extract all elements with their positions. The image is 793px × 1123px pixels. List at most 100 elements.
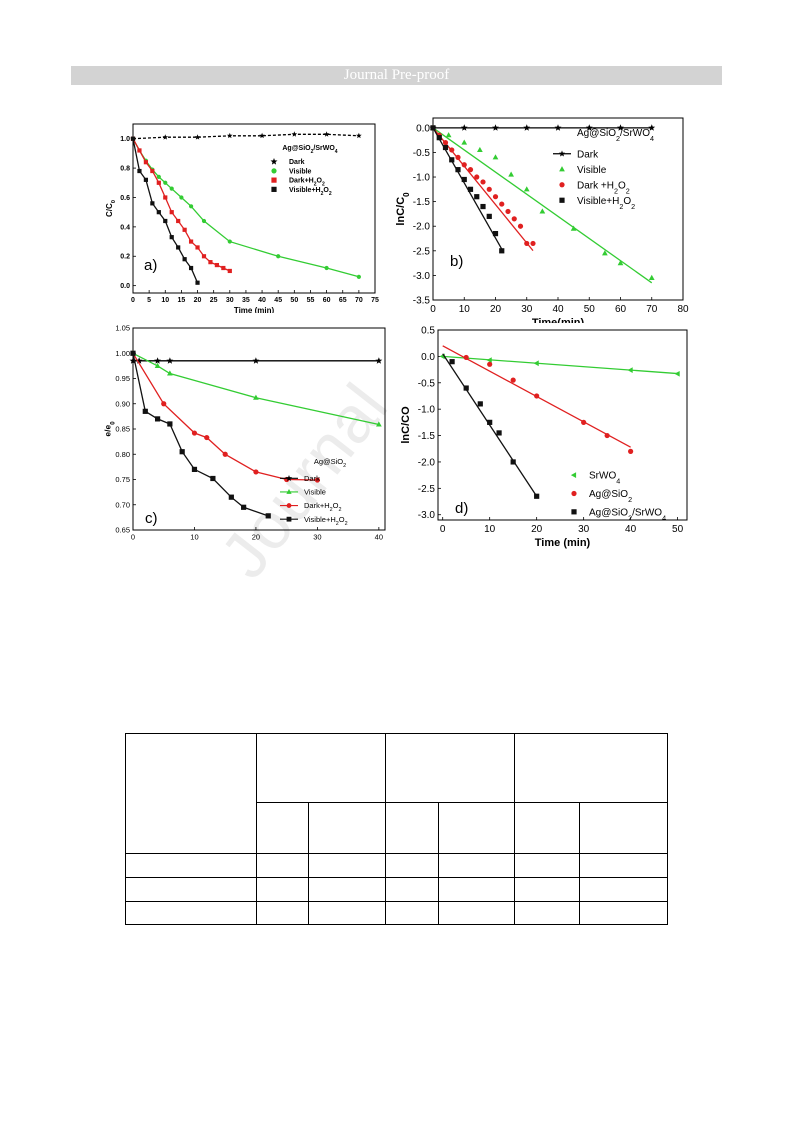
- data-point: [163, 218, 168, 224]
- legend-label: Dark: [289, 159, 305, 166]
- legend-label: Visible: [304, 488, 326, 497]
- table-cell: [308, 901, 386, 925]
- legend-label: Visible: [577, 165, 607, 176]
- data-point: [534, 493, 540, 499]
- x-tick-label: 40: [625, 524, 637, 535]
- data-point: [291, 131, 298, 137]
- data-point: [461, 139, 468, 145]
- chart-svg-d: 0 10 20 30 40 50 0.5 0.0 -0.5 -1.0 -1.5 -2.0 -2.5 -3.…: [400, 326, 688, 549]
- x-tick-label: 10: [190, 533, 198, 541]
- data-point: [461, 176, 467, 183]
- data-point: [449, 157, 455, 163]
- x-tick-label: 45: [274, 297, 282, 304]
- table-cell: [256, 853, 309, 878]
- chart-svg-b: 0 10 20 30 40 50 60 70 80 0.0 -0.5 -1.0 -1.5 -2.0 -2.5…: [395, 117, 689, 329]
- data-point: [323, 131, 330, 137]
- data-point: [539, 208, 546, 214]
- y-tick-label: 0.75: [115, 475, 130, 484]
- data-point: [523, 124, 531, 131]
- data-point: [137, 148, 142, 153]
- data-point: [499, 201, 505, 207]
- x-tick-label: 0: [131, 533, 135, 541]
- legend-item: Dark+H2O2: [280, 501, 341, 513]
- data-point: [169, 235, 174, 240]
- data-point: [571, 509, 577, 515]
- y-tick-label: 1.00: [115, 349, 130, 358]
- data-point: [163, 180, 168, 185]
- table-subheader-cell: [514, 802, 580, 854]
- data-point: [463, 354, 469, 361]
- data-point: [524, 240, 530, 247]
- y-tick-label: 0.0: [421, 352, 435, 363]
- data-point: [486, 213, 492, 219]
- data-point: [285, 475, 293, 481]
- data-point: [467, 186, 474, 192]
- data-point: [533, 360, 539, 367]
- data-point: [150, 201, 155, 206]
- empty-table: [125, 733, 668, 925]
- data-point: [142, 408, 148, 414]
- data-point: [270, 158, 278, 165]
- legend-item: Dark+H2O2: [271, 177, 325, 188]
- data-point: [460, 124, 468, 131]
- data-point: [286, 516, 292, 522]
- panel-label: d): [455, 500, 468, 517]
- data-point: [179, 195, 184, 200]
- legend-label: Dark+H2O2: [289, 178, 325, 188]
- data-point: [129, 357, 137, 364]
- x-tick-label: 40: [552, 304, 564, 315]
- data-point: [169, 186, 174, 191]
- fit-line: [432, 127, 534, 252]
- y-tick-label: 0.70: [115, 500, 130, 509]
- data-point: [167, 370, 173, 376]
- data-point: [474, 194, 480, 200]
- legend-title: Ag@SiO2/SrWO4: [282, 145, 337, 155]
- data-point: [559, 182, 565, 188]
- data-point: [627, 367, 633, 373]
- x-axis-label: Time (min): [234, 306, 275, 313]
- table-cell: [579, 901, 668, 925]
- data-point: [227, 239, 232, 244]
- series-1: [130, 136, 361, 279]
- series-2: [430, 125, 536, 252]
- panel-label: b): [450, 253, 463, 270]
- data-point: [510, 459, 516, 465]
- data-point: [265, 513, 271, 519]
- fit-line: [442, 353, 538, 497]
- data-point: [188, 204, 194, 209]
- data-point: [559, 197, 565, 203]
- table-subheader-cell: [308, 802, 386, 854]
- data-point: [222, 451, 228, 457]
- legend-item: Visible+H2O2: [280, 515, 348, 527]
- data-point: [276, 254, 281, 259]
- x-tick-label: 65: [339, 297, 347, 304]
- data-point: [143, 160, 149, 165]
- x-tick-label: 50: [584, 304, 596, 315]
- plot-frame: [432, 117, 684, 301]
- series-line: [132, 352, 380, 426]
- y-tick-label: 0.4: [120, 224, 130, 231]
- x-tick-label: 20: [194, 297, 202, 304]
- data-point: [286, 503, 292, 508]
- data-point: [154, 416, 161, 422]
- legend-label: Visible+H2O2: [577, 196, 635, 211]
- chart-panel-d: 0 10 20 30 40 50 0.5 0.0 -0.5 -1.0 -1.5 -2.0 -2.5 -3.…: [395, 320, 695, 560]
- legend-item: Dark: [280, 474, 320, 483]
- x-tick-label: 30: [313, 533, 321, 541]
- legend-label: Dark: [304, 474, 320, 483]
- data-point: [487, 361, 493, 367]
- data-point: [375, 357, 383, 364]
- data-point: [214, 262, 219, 268]
- y-tick-label: 0.2: [120, 254, 130, 261]
- data-point: [204, 434, 210, 441]
- data-point: [195, 245, 200, 250]
- table-subheader-cell: [256, 802, 309, 854]
- data-point: [604, 432, 610, 439]
- data-point: [499, 248, 505, 254]
- data-point: [486, 186, 492, 192]
- table-cell: [256, 901, 309, 925]
- x-tick-label: 80: [677, 304, 689, 315]
- data-point: [271, 168, 277, 174]
- x-tick-label: 0: [131, 297, 135, 304]
- series-0: [439, 353, 680, 377]
